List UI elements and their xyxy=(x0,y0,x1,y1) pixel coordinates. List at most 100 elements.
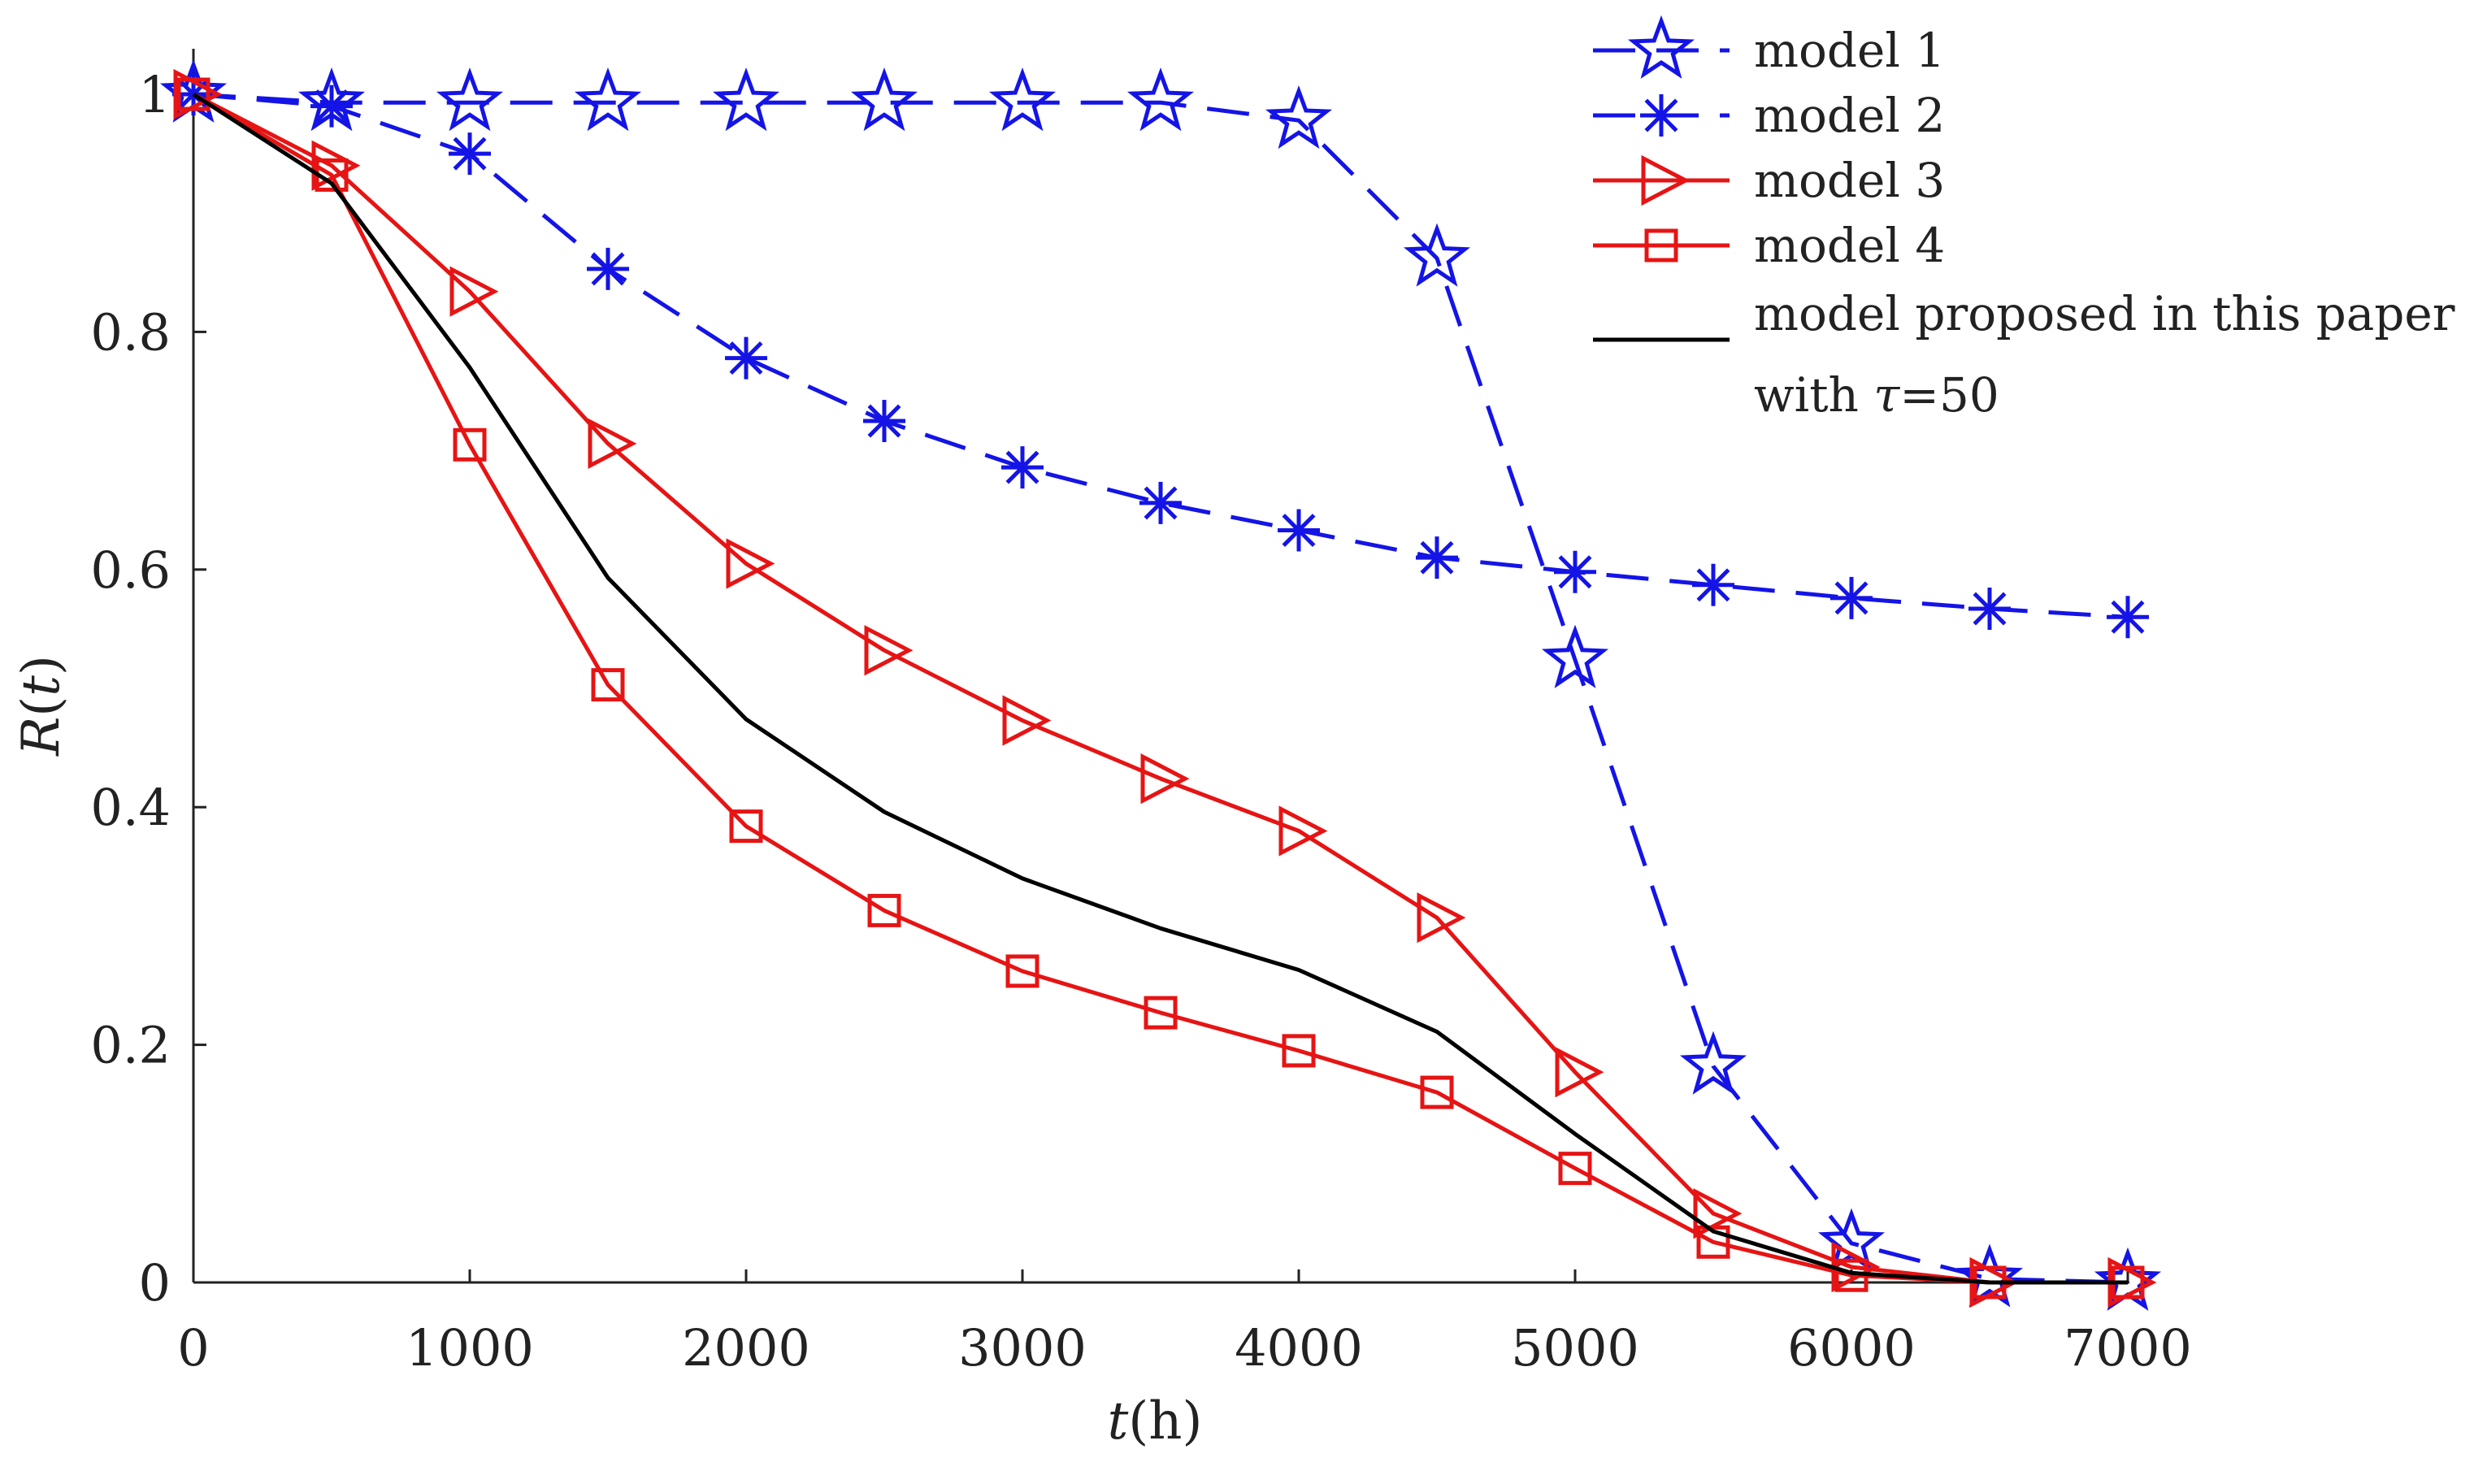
point-m2-4000 xyxy=(1278,509,1320,552)
point-m3-1000 xyxy=(449,266,499,317)
legend-label-proposed-prefix: with xyxy=(1754,367,1873,423)
y-axis-title-arg: t xyxy=(11,675,72,696)
point-m2-6000-stroke-3 xyxy=(1834,581,1869,615)
y-tick-label-1: 1 xyxy=(139,65,171,124)
point-m1-3000 xyxy=(988,67,1057,132)
point-m2-1500-stroke-3 xyxy=(591,252,625,286)
point-m1-1000 xyxy=(436,67,504,132)
point-m4-0 xyxy=(176,77,211,111)
point-m3-5500 xyxy=(1693,1188,1743,1239)
point-m4-3500 xyxy=(1144,996,1178,1030)
legend-label-proposed-model: model proposed in this paper xyxy=(1754,286,2455,341)
legend-item-model-3: model 3 xyxy=(1593,153,1945,208)
point-m4-4000 xyxy=(1282,1034,1316,1068)
point-m4-1000 xyxy=(453,427,487,462)
series-proposed xyxy=(192,92,2128,1285)
point-m2-3500 xyxy=(1139,481,1182,524)
series-line-proposed xyxy=(192,92,2128,1285)
legend-marker-model-1 xyxy=(1627,15,1695,79)
point-m2-2500 xyxy=(863,400,905,443)
point-m1-1500 xyxy=(574,67,642,132)
point-m2-3000-stroke-3 xyxy=(1005,450,1040,484)
legend-item-model-4: model 4 xyxy=(1593,218,1945,273)
legend-item-proposed-model: model proposed in this paper with τ=50 xyxy=(1593,286,2455,423)
series-line-m2 xyxy=(193,92,2129,619)
point-m2-2000 xyxy=(725,336,767,380)
x-tick-label-0: 0 xyxy=(177,1318,209,1378)
point-m2-7000-stroke-3 xyxy=(2111,600,2145,634)
point-m2-7000 xyxy=(2107,596,2149,639)
series-line-m3 xyxy=(192,92,2128,1285)
series-m1 xyxy=(159,59,2162,1311)
point-m3-3000 xyxy=(1002,695,1052,746)
point-m3-2500 xyxy=(864,625,914,676)
point-m1-4000 xyxy=(1265,85,1333,150)
legend-marker-shape-m1 xyxy=(1627,15,1695,79)
x-tick-label-3000: 3000 xyxy=(958,1318,1087,1378)
legend-label-model-4: model 4 xyxy=(1754,218,1945,273)
legend-label-proposed-tau: τ xyxy=(1873,367,1900,423)
point-m2-2000-stroke-3 xyxy=(729,341,763,375)
point-m3-4500 xyxy=(1417,892,1466,944)
legend-marker-shape-m2 xyxy=(1640,94,1682,137)
y-tick-label-0-2: 0.2 xyxy=(90,1016,171,1075)
x-tick-label-5000: 5000 xyxy=(1511,1318,1639,1378)
point-m1-5000 xyxy=(1541,624,1609,688)
point-m2-6000 xyxy=(1830,576,1873,619)
legend-label-proposed-suffix: =50 xyxy=(1899,367,1999,423)
point-m2-6500-stroke-3 xyxy=(1973,592,2007,626)
point-m2-4000-stroke-3 xyxy=(1282,514,1316,548)
point-m2-1000 xyxy=(449,132,491,176)
point-m2-1000-stroke-3 xyxy=(453,137,487,171)
series-line-m1 xyxy=(193,92,2129,1285)
y-tick-label-0-8: 0.8 xyxy=(90,302,171,362)
x-axis-title-unit: (h) xyxy=(1128,1391,1202,1451)
point-m2-2500-stroke-3 xyxy=(867,404,901,438)
point-m3-2000 xyxy=(726,538,775,589)
point-m2-5500-stroke-3 xyxy=(1696,568,1730,602)
point-m2-5000-stroke-3 xyxy=(1558,555,1592,589)
y-tick-label-0: 0 xyxy=(139,1253,171,1313)
point-m1-500 xyxy=(297,67,366,132)
point-m4-2500 xyxy=(867,893,901,927)
point-m2-5000 xyxy=(1554,550,1596,593)
x-axis-title-var: t xyxy=(1108,1391,1129,1451)
x-tick-label-2000: 2000 xyxy=(682,1318,810,1378)
legend: model 1 model 2 model 3 model 4 model pr… xyxy=(1593,15,2455,423)
point-m2-4500 xyxy=(1416,536,1458,579)
point-m1-2000 xyxy=(712,67,780,132)
point-m4-3000 xyxy=(1005,954,1040,988)
y-axis-title-open-paren: ( xyxy=(11,696,72,717)
point-m4-1500 xyxy=(591,668,625,702)
legend-marker-model-2 xyxy=(1640,94,1682,137)
legend-label-proposed-model-line2: with τ=50 xyxy=(1754,367,1999,423)
legend-marker-model-4 xyxy=(1644,228,1678,263)
point-m3-4000 xyxy=(1278,805,1328,857)
point-m1-3500 xyxy=(1126,67,1195,132)
legend-marker-shape-m2-stroke-3 xyxy=(1644,98,1678,132)
point-m4-5500 xyxy=(1696,1225,1730,1259)
point-m2-500 xyxy=(310,85,353,128)
point-m2-1500 xyxy=(587,247,629,290)
legend-label-model-2: model 2 xyxy=(1754,88,1945,143)
point-m2-3000 xyxy=(1001,446,1044,489)
legend-marker-shape-m4 xyxy=(1644,228,1678,263)
point-m2-3500-stroke-3 xyxy=(1144,486,1178,520)
legend-label-model-3: model 3 xyxy=(1754,153,1945,208)
point-m1-4500 xyxy=(1403,223,1471,287)
legend-item-model-1: model 1 xyxy=(1593,15,1945,79)
y-axis-title-var: R xyxy=(11,717,72,757)
point-m1-5500 xyxy=(1679,1031,1747,1095)
series-line-m4 xyxy=(192,92,2128,1285)
y-axis-title: R(t) xyxy=(11,655,72,757)
series-layer xyxy=(159,59,2162,1311)
x-tick-label-4000: 4000 xyxy=(1235,1318,1363,1378)
x-axis-title: t(h) xyxy=(1108,1391,1203,1451)
point-m1-6500 xyxy=(1955,1243,2024,1308)
point-m2-5500 xyxy=(1692,563,1734,606)
y-tick-label-0-4: 0.4 xyxy=(90,778,171,837)
axes: 0 1000 2000 3000 4000 5000 6000 7000 0 0.2 0.4 0.6 0… xyxy=(90,49,2192,1378)
point-m4-4500 xyxy=(1420,1075,1454,1109)
